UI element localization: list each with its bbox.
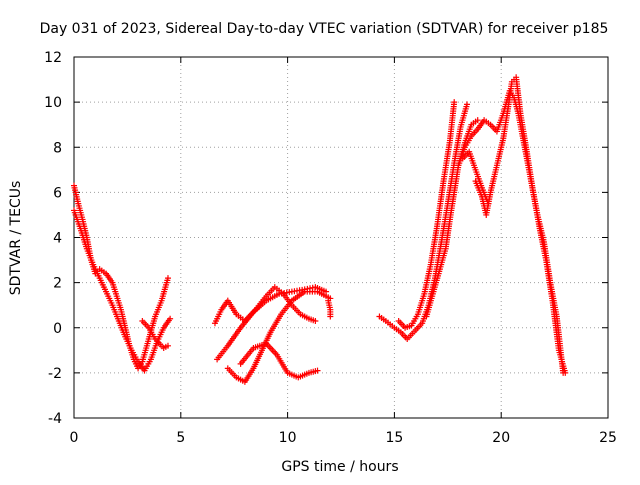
y-tick-label: 6 bbox=[53, 185, 62, 201]
series-arc-11 bbox=[423, 117, 481, 320]
axis-ticks: 0 5 10 15 20 25 -4 -2 0 2 4 6 8 10 12 bbox=[44, 50, 617, 446]
series-arc-10 bbox=[395, 99, 458, 331]
series-arc-3 bbox=[139, 317, 171, 352]
series-arc-13 bbox=[472, 74, 569, 376]
data-point bbox=[464, 101, 471, 108]
series-arc-8 bbox=[325, 297, 334, 320]
y-tick-label: -2 bbox=[48, 366, 62, 382]
series-arc-9 bbox=[376, 101, 471, 343]
y-tick-label: 10 bbox=[44, 95, 62, 111]
y-tick-label: 8 bbox=[53, 140, 62, 156]
series-arc-14 bbox=[459, 148, 492, 207]
x-tick-label: 5 bbox=[176, 430, 185, 446]
series-arc-7 bbox=[237, 340, 321, 381]
data-point bbox=[164, 275, 171, 282]
y-tick-label: -4 bbox=[48, 411, 62, 427]
series-arc-12 bbox=[455, 87, 567, 376]
y-tick-label: 4 bbox=[53, 231, 62, 247]
y-tick-label: 0 bbox=[53, 321, 62, 337]
x-tick-label: 15 bbox=[385, 430, 403, 446]
y-tick-label: 12 bbox=[44, 50, 62, 66]
data-point bbox=[451, 99, 458, 106]
data-series bbox=[71, 74, 569, 385]
data-point bbox=[312, 317, 319, 324]
series-arc-5 bbox=[214, 284, 330, 363]
x-tick-label: 0 bbox=[70, 430, 79, 446]
chart-title: Day 031 of 2023, Sidereal Day-to-day VTE… bbox=[40, 21, 609, 37]
data-point bbox=[314, 367, 321, 374]
x-axis-label: GPS time / hours bbox=[281, 459, 398, 475]
series-arc-2 bbox=[71, 207, 174, 374]
series-arc-6 bbox=[224, 288, 334, 385]
data-point bbox=[327, 313, 334, 320]
x-tick-label: 25 bbox=[599, 430, 617, 446]
data-point bbox=[164, 342, 171, 349]
y-axis-label: SDTVAR / TECUs bbox=[8, 181, 24, 296]
y-tick-label: 2 bbox=[53, 276, 62, 292]
x-tick-label: 20 bbox=[492, 430, 510, 446]
gridlines bbox=[74, 57, 608, 418]
data-point bbox=[485, 200, 492, 207]
data-point bbox=[167, 315, 174, 322]
x-tick-label: 10 bbox=[279, 430, 297, 446]
data-point bbox=[474, 117, 481, 124]
data-point bbox=[562, 369, 569, 376]
